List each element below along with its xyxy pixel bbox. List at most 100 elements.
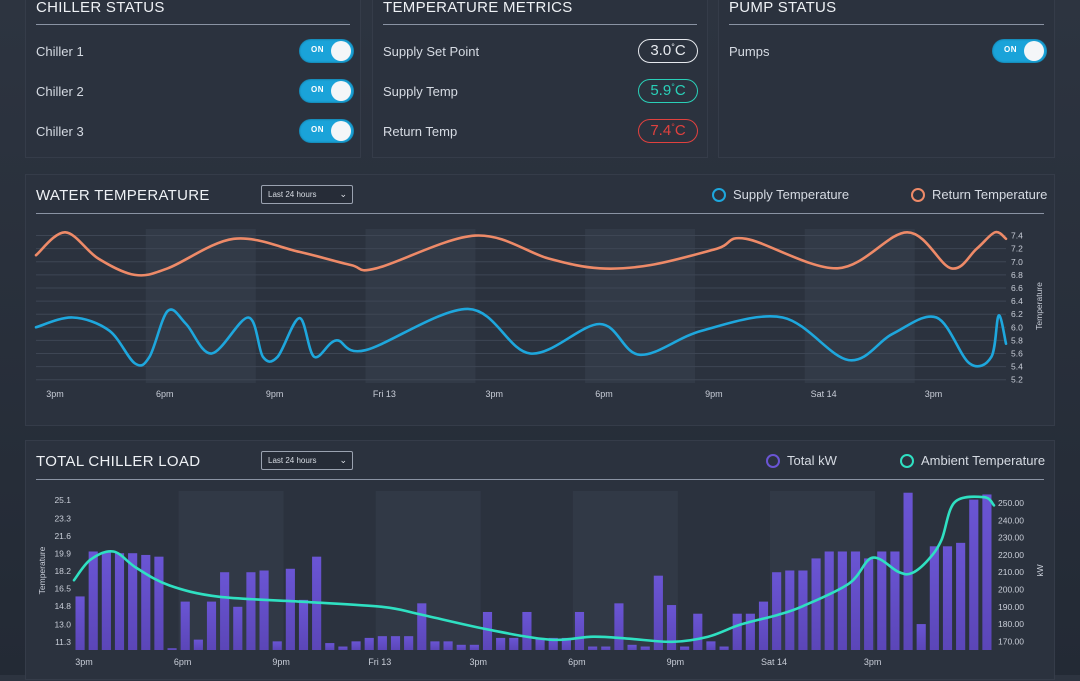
kw-bar [850,551,861,650]
kw-bar [877,551,887,650]
kw-bar [561,637,571,650]
kw-bar [298,599,309,650]
kw-bar [180,601,190,650]
y-tick-label: 7.4 [1011,231,1023,241]
water-temperature-range-select[interactable]: Last 24 hours ⌄ [261,185,353,204]
pumps-label: Pumps [729,44,770,59]
chiller-status-title: CHILLER STATUS [36,0,165,16]
chiller-1-toggle[interactable]: ON [299,39,354,63]
legend-return-temperature[interactable]: Return Temperature [911,187,1047,202]
time-band [585,229,696,383]
kw-bar [404,636,414,650]
return-temp-value: 7.4°C [638,119,698,143]
kw-bar [443,641,453,650]
x-tick-label: 6pm [174,657,192,667]
kw-bar [522,611,532,650]
water-temperature-chart: 5.2 5.4 5.6 5.8 6.0 6.2 6.4 6.6 6.8 7.0 7.2 7.4 Temp… [34,229,1044,399]
supply-set-point-value: 3.0°C [638,39,698,63]
kw-bar [456,644,466,650]
select-value: Last 24 hours [268,456,317,465]
chiller-load-chart: 11.3 13.0 14.8 16.5 18.2 19.9 21.6 23.3 25.1 170.… [37,491,1045,667]
kw-bar [193,639,203,650]
kw-bar [942,546,953,650]
y-right-tick-label: 240.00 [998,515,1024,525]
x-tick-label: 3pm [485,389,503,399]
kw-bar [666,605,677,650]
y-left-tick-label: 14.8 [54,601,71,611]
kw-bar [364,637,374,650]
x-tick-label: 3pm [925,389,943,399]
ambient-temperature-line [72,495,996,644]
supply-temperature-line [34,307,1008,368]
y-tick-label: 5.2 [1011,375,1023,385]
kw-bar [798,570,808,650]
y-tick-label: 5.8 [1011,335,1023,345]
x-tick-label: 6pm [595,389,613,399]
temperature-metrics-title: TEMPERATURE METRICS [383,0,573,16]
kw-bar [390,636,401,650]
x-tick-label: 9pm [266,389,284,399]
toggle-state: ON [311,45,324,54]
y-tick-label: 5.6 [1011,349,1023,359]
kw-bar [680,646,690,650]
toggle-state: ON [311,125,324,134]
legend-ambient-temperature[interactable]: Ambient Temperature [900,453,1045,468]
kw-bar [693,613,703,650]
legend-marker-icon [900,454,914,468]
y-tick-label: 6.8 [1011,270,1023,280]
y-left-tick-label: 16.5 [54,583,71,593]
kw-bar [929,546,939,650]
kw-bar [233,606,243,650]
legend-marker-icon [712,188,726,202]
time-band [145,229,256,383]
y-left-axis-label: Temperature [37,546,47,594]
legend-total-kw[interactable]: Total kW [766,453,837,468]
chiller-3-toggle[interactable]: ON [299,119,354,143]
kw-bar [325,643,335,650]
kw-bar [377,636,387,650]
kw-bar [351,641,361,650]
kw-bar [114,553,125,650]
kw-bar [837,551,847,650]
toggle-knob [1024,41,1044,61]
chevron-down-icon: ⌄ [339,455,347,465]
kw-bar [719,646,729,650]
kw-bar [811,558,821,650]
y-right-axis-label: kW [1035,564,1045,576]
x-tick-label: 9pm [272,657,290,667]
toggle-state: ON [311,85,324,94]
kw-bar [430,641,440,650]
toggle-state: ON [1004,45,1017,54]
chiller-status-panel: CHILLER STATUS Chiller 1 ON Chiller 2 ON… [25,0,361,158]
y-left-tick-label: 25.1 [54,495,71,505]
kw-bar [272,641,282,650]
y-left-tick-label: 11.3 [55,637,71,647]
toggle-knob [331,121,351,141]
kw-bar [246,572,256,650]
y-axis-label: Temperature [1034,282,1044,330]
kw-bar [758,601,769,650]
y-right-tick-label: 190.00 [998,602,1024,612]
kw-bar [75,596,85,650]
time-band [804,229,915,383]
kw-bar [772,572,782,650]
y-left-tick-label: 13.0 [54,619,71,629]
kw-bar [496,637,506,650]
legend-supply-temperature[interactable]: Supply Temperature [712,187,849,202]
pumps-toggle[interactable]: ON [992,39,1047,63]
divider [36,24,350,25]
x-tick-label: Fri 13 [368,657,391,667]
kw-bar [982,494,992,650]
kw-bar [640,646,650,650]
kw-bar [128,553,138,650]
y-right-tick-label: 180.00 [998,619,1024,629]
legend-marker-icon [766,454,780,468]
kw-bar [627,644,637,650]
chiller-2-toggle[interactable]: ON [299,79,354,103]
x-tick-label: 3pm [470,657,488,667]
kw-bar [601,646,611,650]
chiller-2-label: Chiller 2 [36,84,84,99]
kw-bar [588,646,598,650]
chiller-load-range-select[interactable]: Last 24 hours ⌄ [261,451,353,470]
toggle-knob [331,41,351,61]
